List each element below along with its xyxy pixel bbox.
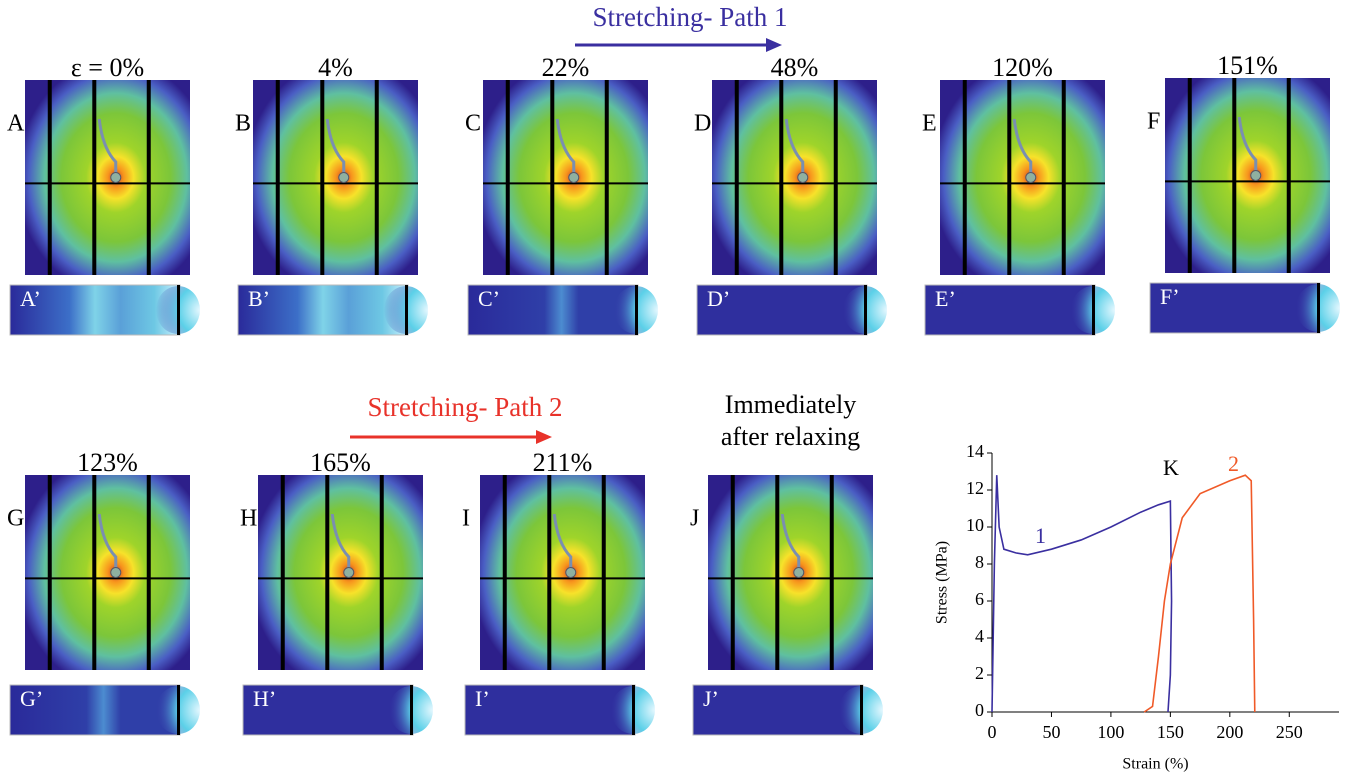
panels: Aε = 0% A’ B 4% B’ C 22% C’ D 48% D’ E 120% E’ F 151% F’… [7, 51, 1340, 735]
beam-center [798, 173, 808, 183]
panel-letter: F [1147, 109, 1160, 135]
y-tick-label: 4 [975, 626, 984, 646]
prime-label: F’ [1160, 284, 1180, 309]
prime-label: I’ [475, 686, 490, 711]
series-line [1144, 475, 1255, 712]
strip-edge [1317, 283, 1320, 333]
prime-label: G’ [20, 686, 43, 711]
path2-label: Stretching- Path 2 [368, 392, 563, 422]
strip-edge [864, 285, 867, 335]
beam-center [339, 173, 349, 183]
y-tick-label: 10 [966, 515, 984, 535]
y-tick-label: 2 [975, 663, 984, 683]
prime-label: J’ [703, 686, 719, 711]
panel-letter: H [240, 506, 257, 532]
x-tick-label: 0 [988, 722, 997, 742]
panel-letter: G [7, 506, 24, 532]
beam-center [1026, 173, 1036, 183]
strain-label: 48% [771, 53, 819, 82]
beam-center [569, 173, 579, 183]
x-tick-label: 250 [1276, 722, 1303, 742]
strain-label: Immediately [725, 390, 856, 419]
beam-center [566, 568, 576, 578]
panel-letter: A [7, 111, 25, 137]
strip-edge [405, 285, 408, 335]
strain-label: 151% [1217, 51, 1278, 80]
strip-edge [177, 285, 180, 335]
strain-label: 22% [542, 53, 590, 82]
panel-letter: C [465, 111, 481, 137]
panel-letter: E [922, 111, 937, 137]
y-tick-label: 6 [975, 589, 984, 609]
panel-letter: J [690, 506, 699, 532]
prime-label: C’ [478, 286, 500, 311]
beam-center [344, 568, 354, 578]
strip-edge [632, 685, 635, 735]
annotation: K [1163, 455, 1179, 480]
strip-edge [177, 685, 180, 735]
strain-label: after relaxing [721, 422, 860, 451]
y-axis-label: Stress (MPa) [934, 541, 951, 624]
path1-label: Stretching- Path 1 [593, 2, 788, 32]
beam-center [111, 568, 121, 578]
curve-label: 1 [1035, 523, 1046, 548]
x-tick-label: 100 [1097, 722, 1124, 742]
strip-edge [1092, 285, 1095, 335]
x-tick-label: 150 [1157, 722, 1184, 742]
prime-label: D’ [707, 286, 730, 311]
y-tick-label: 12 [966, 478, 984, 498]
prime-label: E’ [935, 286, 956, 311]
beam-center [1251, 171, 1261, 181]
panel-letter: I [462, 506, 470, 532]
y-tick-label: 14 [966, 441, 984, 461]
y-tick-label: 8 [975, 552, 984, 572]
x-axis-label: Strain (%) [1122, 756, 1188, 773]
prime-label: B’ [248, 286, 270, 311]
strip-edge [860, 685, 863, 735]
strain-label: 123% [77, 448, 138, 477]
strain-label: ε = 0% [71, 53, 144, 82]
panel-letter: B [235, 111, 251, 137]
curve-label: 2 [1228, 451, 1239, 476]
strain-label: 120% [992, 53, 1053, 82]
x-tick-label: 200 [1216, 722, 1243, 742]
prime-label: A’ [20, 286, 41, 311]
prime-label: H’ [253, 686, 276, 711]
saxs-strip [465, 685, 635, 735]
series-line [992, 475, 1172, 712]
y-tick-label: 0 [975, 700, 984, 720]
figure: Aε = 0% A’ B 4% B’ C 22% C’ D 48% D’ E 120% E’ F 151% F’… [0, 0, 1349, 778]
beam-center [111, 173, 121, 183]
strip-edge [635, 285, 638, 335]
strain-label: 4% [318, 53, 353, 82]
beam-center [794, 568, 804, 578]
panel-letter: D [694, 111, 711, 137]
arrow-head [766, 38, 782, 52]
strain-label: 211% [533, 448, 593, 477]
arrow-head [536, 430, 552, 444]
strain-label: 165% [310, 448, 371, 477]
strip-edge [410, 685, 413, 735]
x-tick-label: 50 [1042, 722, 1060, 742]
